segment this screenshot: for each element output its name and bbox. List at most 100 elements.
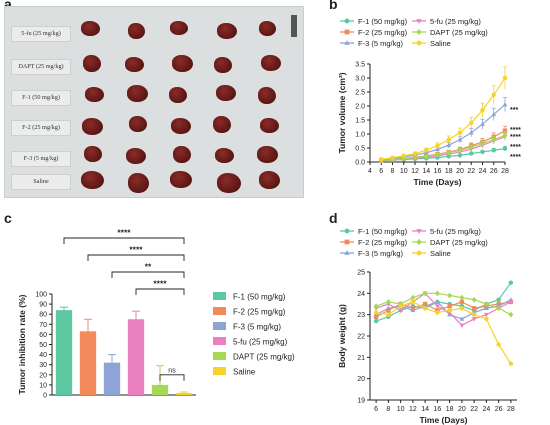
x-tick-label: 26 [490, 168, 498, 175]
photo-row-label: F-1 (50 mg/kg) [11, 90, 71, 106]
tumor-sample [258, 87, 276, 104]
data-point [491, 148, 496, 153]
y-tick-label: 3.5 [355, 62, 365, 69]
panel-letter-d: d [329, 210, 338, 226]
x-tick-label: 26 [495, 406, 503, 413]
y-tick-label: 23 [357, 312, 365, 319]
x-tick-label: 4 [368, 168, 372, 175]
legend-label: DAPT (25 mg/kg) [430, 238, 488, 247]
photo-row-label: F-3 (5 mg/kg) [11, 151, 71, 167]
data-point [459, 323, 465, 328]
bar [127, 319, 145, 395]
data-point [447, 292, 453, 299]
legend-label: Saline [233, 368, 256, 377]
legend-swatch [213, 337, 226, 345]
tumor-sample [214, 57, 232, 73]
y-tick-label: 21 [357, 355, 365, 362]
y-tick-label: 50 [39, 342, 47, 349]
significance-label: ns [168, 367, 176, 374]
legend-marker [344, 228, 350, 234]
tumor-sample [213, 116, 231, 133]
legend: F-1 (50 mg/kg) F-2 (25 mg/kg) F-3 (5 mg/kg… [213, 292, 295, 377]
data-point [508, 311, 514, 318]
data-point [457, 153, 463, 158]
significance-label: **** [510, 134, 521, 141]
data-point [468, 129, 474, 135]
legend: F-1 (50 mg/kg) 5-fu (25 mg/kg) F-2 (25 mg/… [340, 227, 488, 258]
tumor-volume-chart: F-1 (50 mg/kg) 5-fu (25 mg/kg) F-2 (25 mg/… [337, 17, 521, 187]
data-point [385, 305, 391, 311]
series-line [376, 301, 512, 365]
data-point [480, 140, 485, 147]
y-tick-label: 80 [39, 312, 47, 319]
significance-label: **** [129, 245, 143, 255]
x-tick-label: 24 [479, 168, 487, 175]
x-tick-label: 8 [391, 168, 395, 175]
y-tick-label: 1.0 [355, 132, 365, 139]
data-point [434, 304, 440, 309]
y-axis-label: Body weight (g) [337, 304, 347, 368]
data-point [508, 300, 514, 305]
series [378, 131, 508, 164]
x-tick-label: 20 [456, 168, 464, 175]
data-point [457, 147, 463, 154]
data-point [386, 312, 391, 317]
tumor-sample [171, 118, 191, 134]
legend-label: F-3 (5 mg/kg) [358, 249, 404, 258]
y-axis-label: Tumor inhibition rate (%) [17, 294, 27, 394]
tumor-sample [257, 146, 278, 163]
data-point [412, 154, 418, 161]
panel-letter-c: c [4, 210, 12, 226]
body-weight-chart: F-1 (50 mg/kg) 5-fu (25 mg/kg) F-2 (25 mg/… [337, 227, 517, 425]
bar [103, 362, 121, 395]
photo-row-label: 5-fu (25 mg/kg) [11, 26, 71, 42]
tumor-sample [83, 55, 101, 72]
data-point [469, 151, 474, 156]
data-point [410, 294, 416, 301]
x-tick-label: 24 [482, 406, 490, 413]
inhibition-rate-chart: 0 10 20 30 40 50 60 70 80 90 100 Tumor inhibition r… [17, 228, 295, 400]
data-point [435, 310, 440, 315]
y-tick-label: 70 [39, 322, 47, 329]
x-tick-label: 20 [458, 406, 466, 413]
data-point [434, 290, 440, 297]
tumor-sample [125, 57, 144, 72]
tumor-sample [128, 23, 145, 39]
data-point [435, 143, 440, 148]
data-point [424, 148, 429, 153]
data-point [379, 157, 384, 162]
significance-label: **** [510, 127, 521, 134]
data-point [435, 146, 440, 152]
x-tick-label: 16 [434, 168, 442, 175]
legend-label: F-1 (50 mg/kg) [358, 227, 408, 236]
y-tick-label: 25 [357, 270, 365, 277]
x-tick-label: 12 [409, 406, 417, 413]
legend-swatch [213, 322, 226, 330]
x-tick-label: 16 [433, 406, 441, 413]
legend-label: 5-fu (25 mg/kg) [430, 227, 481, 236]
x-tick-label: 22 [467, 168, 475, 175]
data-point [480, 149, 485, 155]
x-tick-label: 28 [507, 406, 515, 413]
y-tick-label: 19 [357, 398, 365, 405]
legend-swatch [213, 367, 226, 375]
data-point [502, 101, 508, 107]
tumor-sample [127, 85, 148, 102]
significance-label: ** [145, 262, 152, 272]
x-tick-label: 18 [445, 168, 453, 175]
data-point [386, 308, 391, 313]
x-tick-label: 10 [397, 406, 405, 413]
legend-marker [416, 28, 422, 36]
tumor-sample [170, 171, 192, 188]
legend-marker [416, 19, 422, 24]
data-point [508, 280, 514, 285]
data-point [459, 306, 465, 311]
y-tick-label: 60 [39, 332, 47, 339]
legend-marker [344, 40, 350, 45]
data-point [410, 299, 416, 305]
y-tick-label: 40 [39, 352, 47, 359]
x-tick-label: 18 [446, 406, 454, 413]
significance-label: **** [117, 228, 131, 238]
photo-row-label: Saline [11, 174, 71, 190]
data-point [471, 306, 477, 311]
